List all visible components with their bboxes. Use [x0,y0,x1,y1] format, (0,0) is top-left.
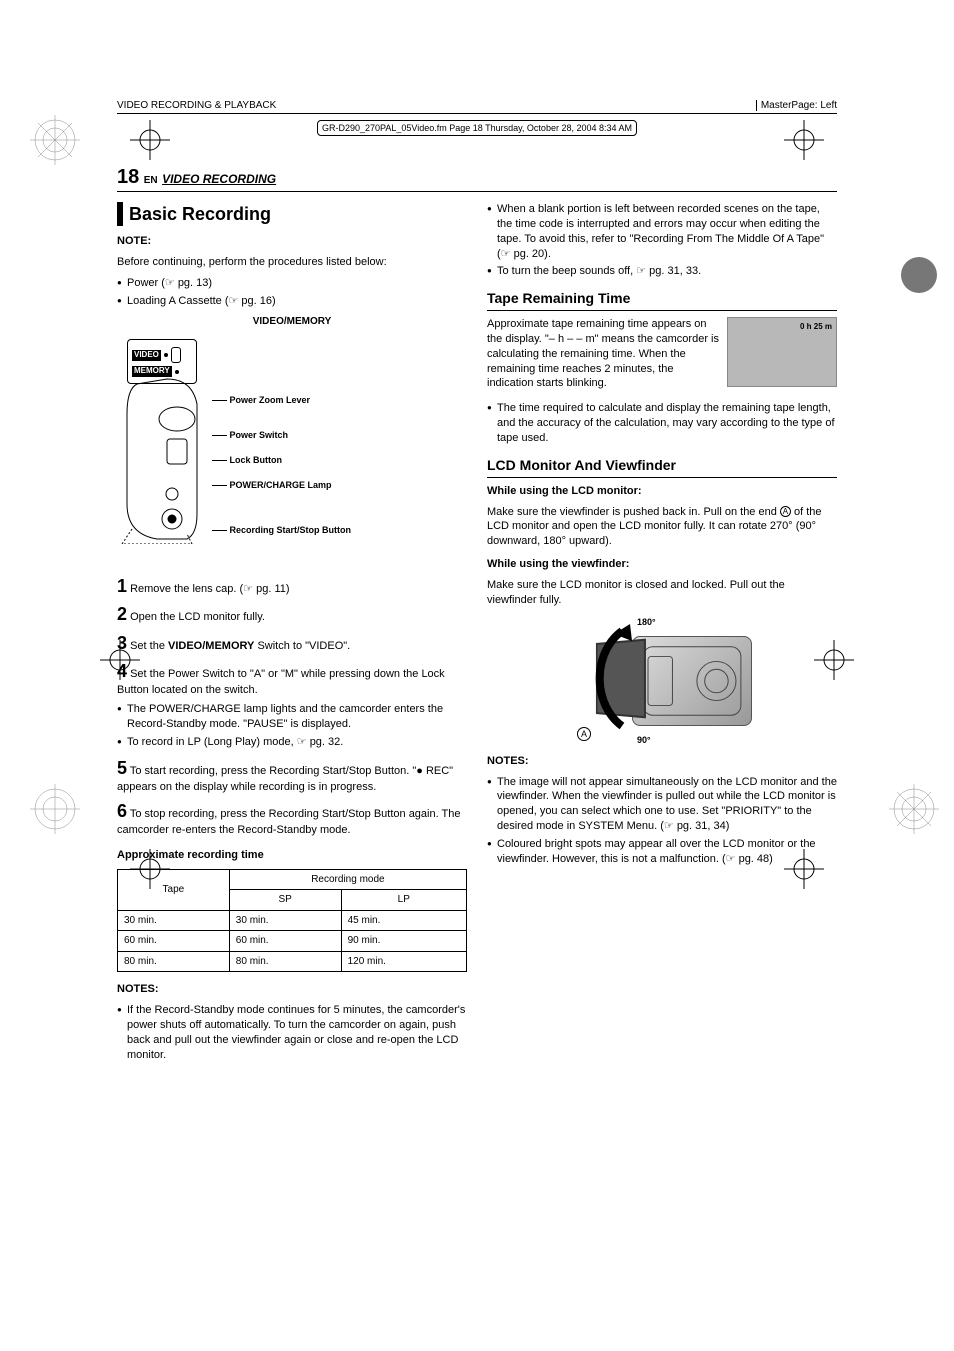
left-column: Basic Recording NOTE: Before continuing,… [117,202,467,1069]
notes-list: If the Record-Standby mode continues for… [117,1003,467,1062]
th-sp: SP [229,890,341,911]
manual-page: VIDEO RECORDING & PLAYBACK MasterPage: L… [117,100,837,1069]
marker-a: A [577,727,591,741]
continued-notes: When a blank portion is left between rec… [487,202,837,279]
note-intro: Before continuing, perform the procedure… [117,255,467,270]
step-4: 4 Set the Power Switch to "A" or "M" whi… [117,659,467,698]
crop-ornament [30,115,80,165]
subhead-lcd: While using the LCD monitor: [487,484,837,499]
list-item: When a blank portion is left between rec… [487,202,837,261]
label-180deg: 180° [637,616,656,628]
header-left: VIDEO RECORDING & PLAYBACK [117,100,276,111]
file-info-line: GR-D290_270PAL_05Video.fm Page 18 Thursd… [317,120,637,136]
lcd-notes-list: The image will not appear simultaneously… [487,775,837,867]
step-6: 6 To stop recording, press the Recording… [117,799,467,838]
label-zoom-lever: Power Zoom Lever [212,394,310,406]
subhead-viewfinder: While using the viewfinder: [487,557,837,572]
heading-tape-remaining: Tape Remaining Time [487,289,837,311]
page-title-row: 18 EN VIDEO RECORDING [117,166,837,192]
label-power-charge-lamp: POWER/CHARGE Lamp [212,479,332,491]
step-3: 3 Set the VIDEO/MEMORY Switch to "VIDEO"… [117,631,467,655]
crop-ornament [889,784,939,834]
notes-label: NOTES: [117,982,467,997]
lcd-para-1: Make sure the viewfinder is pushed back … [487,505,837,550]
camcorder-diagram: VIDEO MEMORY Power Zoom Lever Po [117,334,467,564]
th-mode: Recording mode [229,869,466,890]
th-tape: Tape [118,869,230,910]
section-heading: VIDEO RECORDING [162,172,276,186]
step-5: 5 To start recording, press the Recordin… [117,756,467,795]
rotation-arrow-icon [582,616,642,746]
list-item: If the Record-Standby mode continues for… [117,1003,467,1062]
lcd-rotation-diagram: 180° 90° A [562,616,762,746]
right-column: When a blank portion is left between rec… [487,202,837,1069]
list-item: Power (☞ pg. 13) [117,276,467,291]
tape-notes: The time required to calculate and displ… [487,397,837,446]
heading-lcd-viewfinder: LCD Monitor And Viewfinder [487,456,837,478]
header-right: MasterPage: Left [756,100,837,111]
lang-code: EN [144,175,158,186]
list-item: The time required to calculate and displ… [487,401,837,446]
list-item: The POWER/CHARGE lamp lights and the cam… [117,702,467,732]
table-row: 80 min.80 min.120 min. [118,951,467,972]
list-item: Loading A Cassette (☞ pg. 16) [117,294,467,309]
list-item: To turn the beep sounds off, ☞ pg. 31, 3… [487,264,837,279]
crop-ornament [30,784,80,834]
list-item: Coloured bright spots may appear all ove… [487,837,837,867]
label-power-switch: Power Switch [212,429,288,441]
diagram-label-vm: VIDEO/MEMORY [117,315,467,329]
tape-remaining-text: Approximate tape remaining time appears … [487,318,719,389]
label-90deg: 90° [637,734,651,746]
table-row: 30 min.30 min.45 min. [118,910,467,931]
heading-basic-recording: Basic Recording [117,202,467,226]
list-item: The image will not appear simultaneously… [487,775,837,834]
label-rec-button: Recording Start/Stop Button [212,524,351,536]
th-lp: LP [341,890,466,911]
notes-label: NOTES: [487,754,837,769]
step-4-notes: The POWER/CHARGE lamp lights and the cam… [117,702,467,750]
label-lock-button: Lock Button [212,454,282,466]
table-caption: Approximate recording time [117,848,467,863]
viewfinder-para: Make sure the LCD monitor is closed and … [487,578,837,608]
tape-time-display: 0 h 25 m [727,317,837,387]
note-prereq-list: Power (☞ pg. 13) Loading A Cassette (☞ p… [117,276,467,309]
step-2: 2 Open the LCD monitor fully. [117,602,467,626]
note-label: NOTE: [117,234,467,249]
step-1: 1 Remove the lens cap. (☞ pg. 11) [117,574,467,598]
crop-ornament [894,250,944,300]
page-number: 18 [117,166,139,188]
running-header: VIDEO RECORDING & PLAYBACK MasterPage: L… [117,100,837,114]
table-row: 60 min.60 min.90 min. [118,931,467,952]
tape-remaining-block: 0 h 25 m Approximate tape remaining time… [487,317,837,391]
recording-time-table: Tape Recording mode SP LP 30 min.30 min.… [117,869,467,973]
list-item: To record in LP (Long Play) mode, ☞ pg. … [117,735,467,750]
diagram-camera-body [632,636,752,726]
